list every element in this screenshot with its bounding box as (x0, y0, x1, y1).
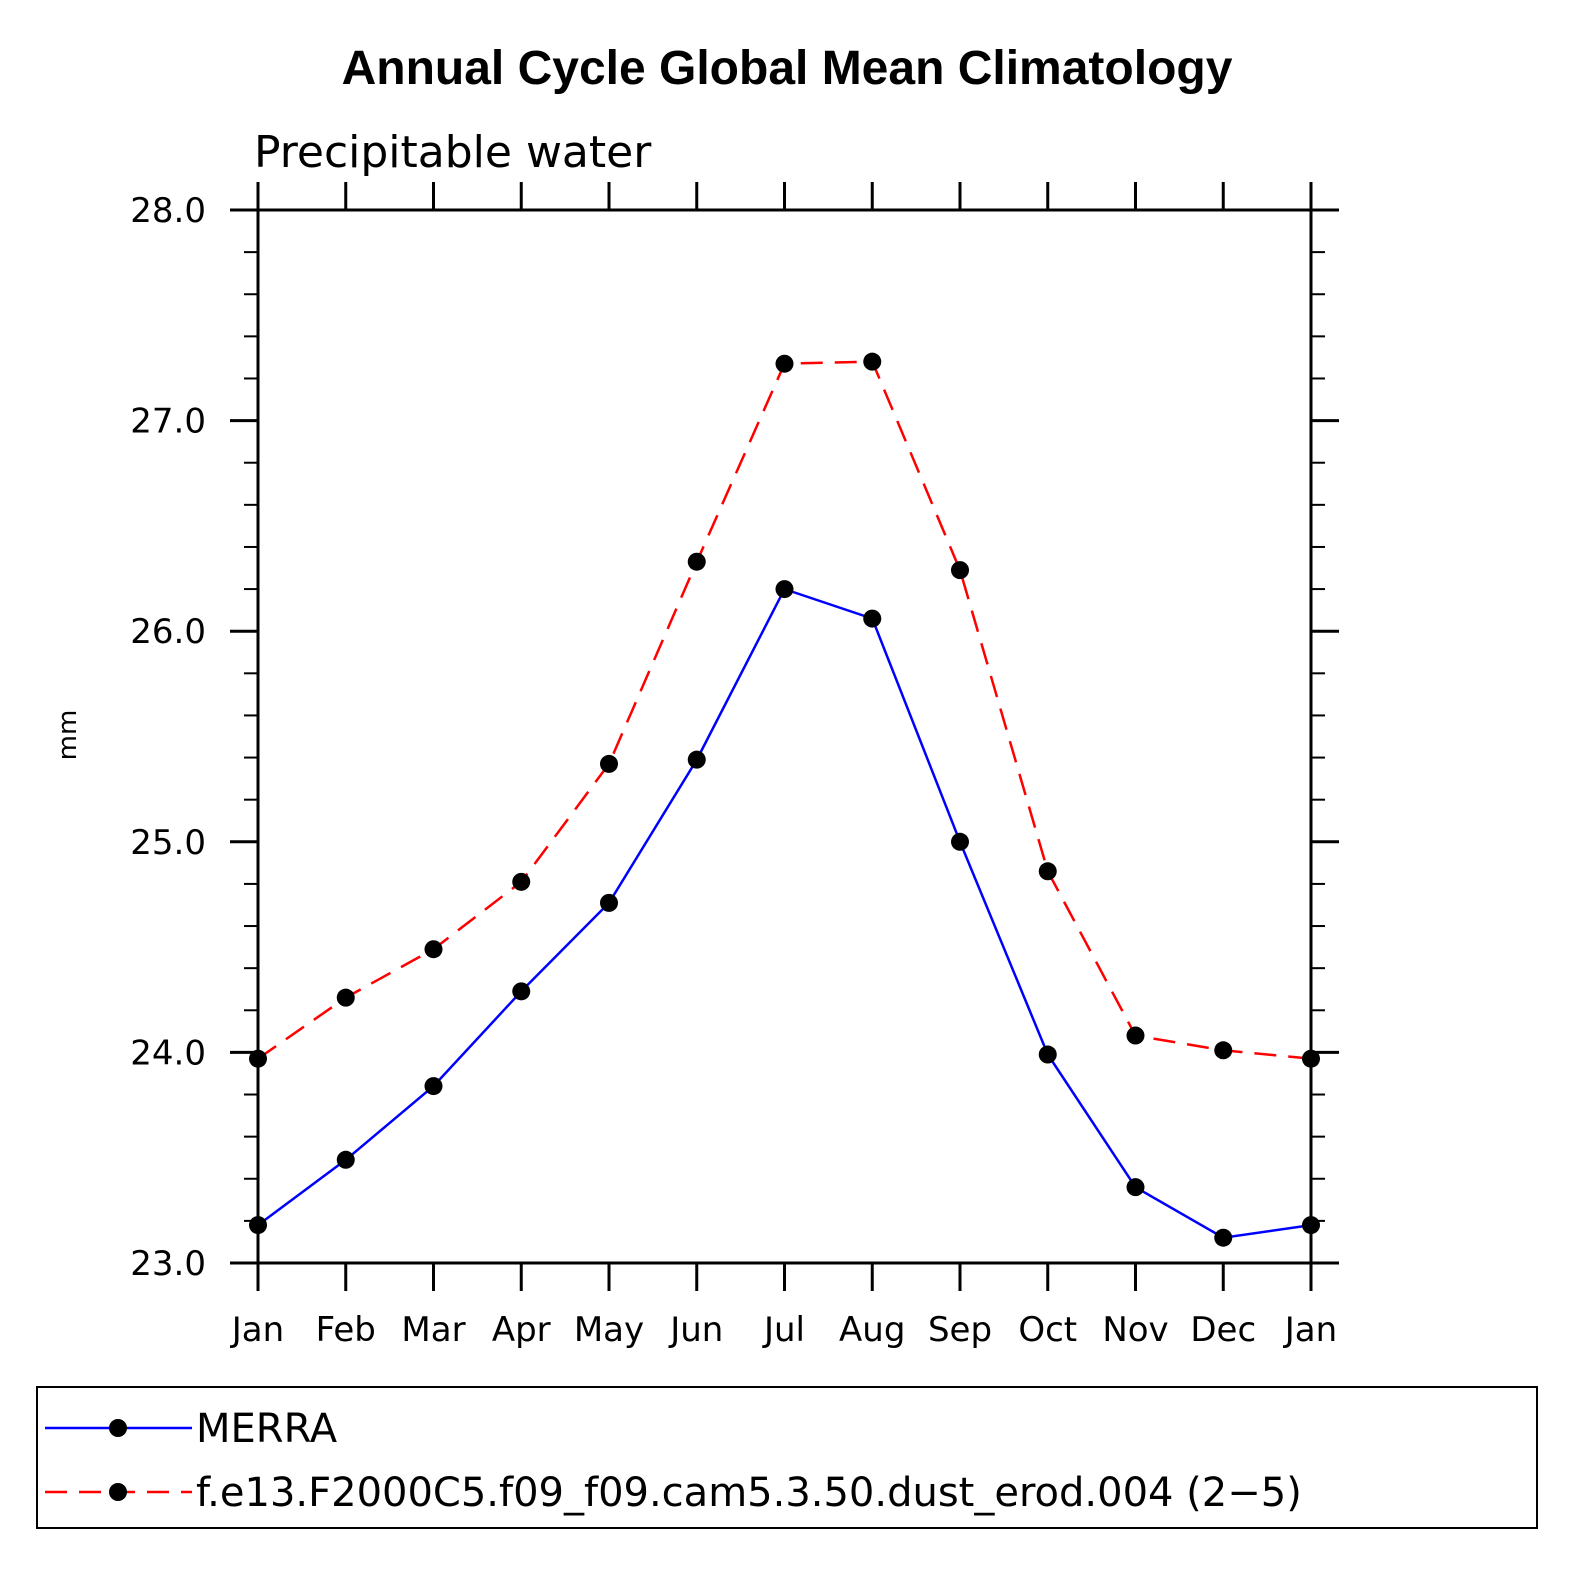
data-point-series-1 (1214, 1041, 1233, 1060)
series-line-1 (257, 360, 1312, 1060)
data-point-series-0 (951, 832, 969, 851)
y-tick-labels: 23.0 24.0 25.0 26.0 27.0 28.0 (130, 191, 206, 1284)
x-tick-label: Sep (928, 1310, 992, 1350)
data-point-series-0 (512, 982, 531, 1001)
data-point-series-1 (951, 561, 969, 580)
legend-box (36, 1386, 1538, 1529)
chart-subtitle: Precipitable water (254, 127, 652, 178)
data-point-series-1 (424, 940, 443, 959)
y-axis-label: mm (53, 710, 83, 761)
x-tick-label: Jan (230, 1310, 284, 1350)
y-tick-label: 25.0 (130, 823, 206, 863)
data-point-series-1 (1302, 1049, 1320, 1068)
legend-label-merra: MERRA (196, 1406, 338, 1452)
y-tick-label: 24.0 (130, 1033, 206, 1073)
y-tick-label: 23.0 (130, 1244, 206, 1284)
data-point-series-1 (1126, 1026, 1145, 1045)
data-point-series-1 (1038, 862, 1057, 881)
x-tick-label: Dec (1190, 1310, 1256, 1350)
x-tick-label: Jan (1283, 1310, 1337, 1350)
data-point-series-0 (863, 609, 882, 628)
data-point-series-1 (600, 754, 618, 773)
x-tick-label: Nov (1102, 1310, 1168, 1350)
x-tick-label: May (574, 1310, 644, 1350)
series-lines (257, 360, 1312, 1239)
legend-label-model: f.e13.F2000C5.f09_f09.cam5.3.50.dust_ero… (196, 1470, 1302, 1516)
data-point-series-0 (775, 580, 794, 599)
data-point-series-1 (249, 1049, 267, 1068)
legend-marker-merra (109, 1419, 127, 1437)
data-point-series-1 (775, 354, 794, 373)
data-point-series-0 (1214, 1228, 1233, 1247)
legend-marker-model (109, 1483, 127, 1501)
series-points (249, 352, 1320, 1247)
series-line-0 (257, 587, 1312, 1239)
chart-title: Annual Cycle Global Mean Climatology (342, 42, 1233, 95)
x-tick-label: Aug (839, 1310, 905, 1350)
data-point-series-1 (863, 352, 882, 371)
legend: MERRA f.e13.F2000C5.f09_f09.cam5.3.50.du… (36, 1386, 1538, 1529)
data-point-series-0 (336, 1150, 355, 1169)
data-point-series-0 (1038, 1045, 1057, 1064)
data-point-series-0 (1302, 1216, 1320, 1235)
x-tick-labels: Jan Feb Mar Apr May Jun Jul Aug Sep Oct Nov Dec Jan (230, 1310, 1337, 1350)
data-point-series-0 (249, 1216, 267, 1235)
x-tick-label: Mar (401, 1310, 465, 1350)
x-tick-label: Jul (762, 1310, 805, 1350)
y-tick-label: 27.0 (130, 402, 206, 442)
x-tick-label: Feb (316, 1310, 376, 1350)
x-tick-label: Oct (1018, 1310, 1077, 1350)
y-tick-label: 28.0 (130, 191, 206, 231)
data-point-series-1 (512, 872, 531, 891)
data-point-series-1 (687, 552, 706, 571)
data-point-series-0 (1126, 1178, 1145, 1197)
x-tick-label: Jun (668, 1310, 723, 1350)
data-point-series-0 (687, 750, 706, 769)
data-point-series-1 (336, 988, 355, 1007)
x-tick-label: Apr (492, 1310, 551, 1350)
y-tick-label: 26.0 (130, 612, 206, 652)
data-point-series-0 (600, 893, 618, 912)
data-point-series-0 (424, 1077, 443, 1096)
axis-ticks (230, 182, 1339, 1291)
